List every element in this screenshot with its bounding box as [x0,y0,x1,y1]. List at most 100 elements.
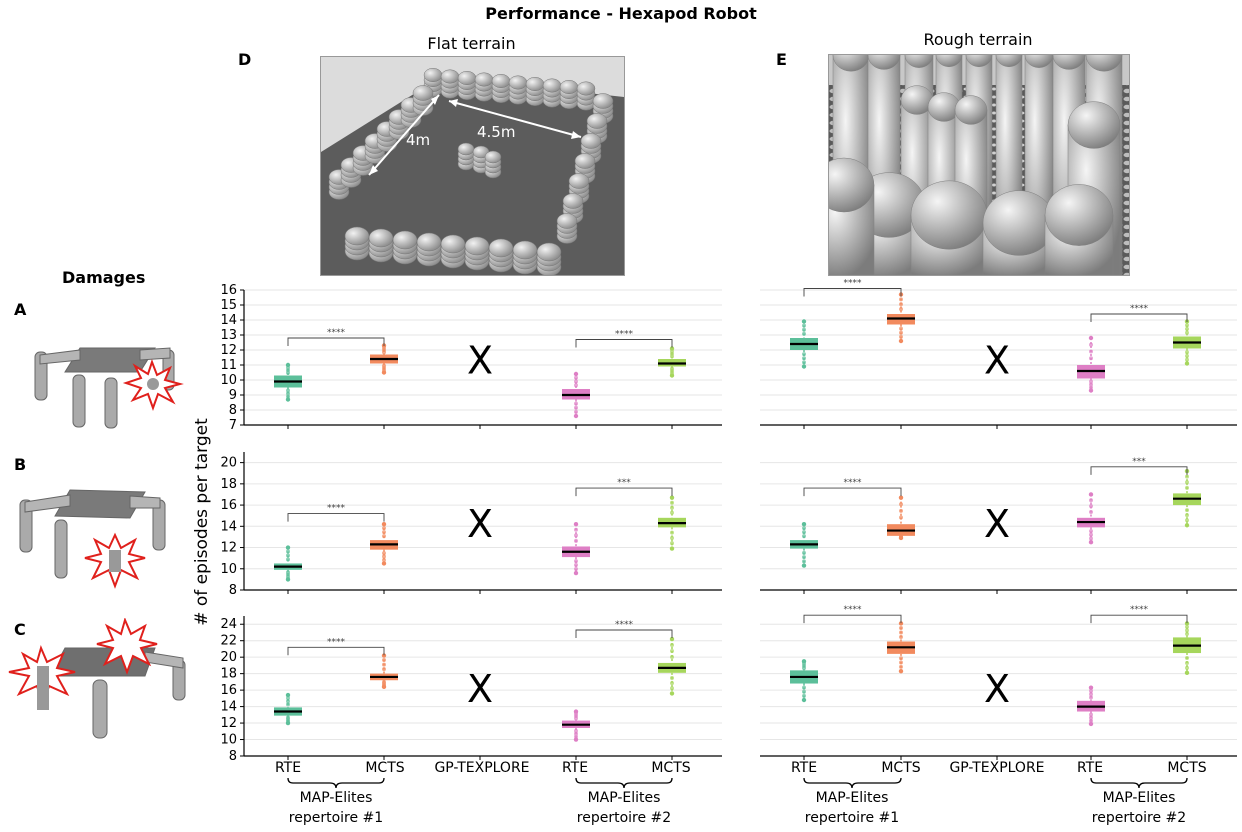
significance-bracket [287,646,385,656]
outlier-point [801,697,807,703]
ytick-label: 24 [220,617,237,632]
outlier-point [574,375,578,380]
significance-bracket [803,288,902,297]
outlier-point [285,397,291,402]
outlier-point [1184,523,1190,528]
outlier-point [1089,715,1093,720]
outlier-point [574,409,578,414]
significance-label: **** [327,328,346,338]
missing-marker: X [467,339,493,383]
outlier-point [898,668,904,674]
outlier-point [1089,718,1093,723]
outlier-point [285,692,291,698]
ytick-label: 14 [220,700,237,715]
significance-label: **** [327,637,346,647]
ytick-label: 22 [220,634,237,649]
outlier-point [574,734,578,739]
outlier-point [382,526,386,531]
outlier-point [1185,485,1189,490]
figure-title: Performance - Hexapod Robot [485,4,757,23]
outlier-point [670,349,674,354]
xtick-mcts-rough-1: MCTS [881,760,921,776]
outlier-point [1088,492,1094,497]
outlier-point [669,546,675,551]
outlier-point [670,500,674,505]
outlier-point [802,331,806,336]
outlier-point [1185,660,1189,665]
xtick-gp-texplore-rough: GP-TEXPLORE [949,760,1045,776]
ytick-label: 16 [220,683,237,698]
outlier-point [574,379,578,384]
outlier-point [1089,356,1093,361]
outlier-point [802,530,806,535]
ytick-label: 14 [220,313,237,328]
outlier-point [670,675,674,680]
significance-label: **** [844,605,863,615]
missing-marker: X [467,502,493,546]
outlier-point [286,699,290,704]
ytick-label: 8 [229,749,237,764]
ytick-label: 12 [220,716,237,731]
panel-letter-b: B [14,455,27,474]
outlier-point [573,413,579,419]
outlier-point [899,535,903,540]
ytick-label: 9 [229,388,237,403]
outlier-point [286,394,290,399]
outlier-point [899,502,903,507]
outlier-point [382,345,386,350]
outlier-point [286,702,290,707]
outlier-point [573,371,579,377]
outlier-point [381,561,387,566]
outlier-point [574,563,578,568]
outlier-point [381,521,387,527]
significance-label: **** [615,330,634,340]
outlier-point [802,327,806,332]
xtick-mcts-flat-2: MCTS [651,760,691,776]
significance-bracket [803,614,902,624]
outlier-point [801,364,807,369]
annotation-4m: 4m [406,131,430,149]
outlier-point [669,636,675,642]
outlier-point [670,643,674,648]
outlier-point [574,405,578,410]
outlier-point [382,658,386,663]
outlier-point [670,654,674,659]
significance-bracket [575,339,673,348]
column-title-flat: Flat terrain [427,34,516,53]
outlier-point [1185,354,1189,358]
annotation-4-5m: 4.5m [477,123,515,141]
panel-rough-b: X******* [760,457,1237,594]
outlier-point [899,625,903,630]
significance-label: *** [1132,457,1146,467]
outlier-point [898,338,904,344]
ytick-label: 18 [220,667,237,682]
outlier-point [286,391,290,396]
panel-letter-d: D [238,50,252,69]
outlier-point [1088,685,1094,690]
outlier-point [898,621,904,626]
outlier-point [286,388,290,393]
outlier-point [1185,327,1189,331]
missing-marker: X [984,667,1010,711]
outlier-point [899,664,903,669]
ytick-label: 20 [220,456,237,471]
ytick-label: 10 [220,562,237,577]
outlier-point [899,635,903,639]
outlier-point [1089,342,1093,347]
outlier-point [382,683,386,688]
robot-damage-c-illustration [8,618,186,739]
outlier-point [286,553,290,558]
outlier-point [285,545,291,550]
outlier-point [1089,509,1093,514]
significance-bracket [287,337,385,346]
panel-rough-a: X **** **** [760,279,1237,429]
outlier-point [286,549,290,554]
ytick-label: 15 [220,298,237,313]
outlier-point [286,696,290,701]
outlier-point [1184,621,1190,626]
outlier-point [670,505,674,510]
column-title-rough: Rough terrain [923,30,1033,49]
outlier-point [286,557,290,562]
robot-damage-b-illustration [19,489,166,589]
